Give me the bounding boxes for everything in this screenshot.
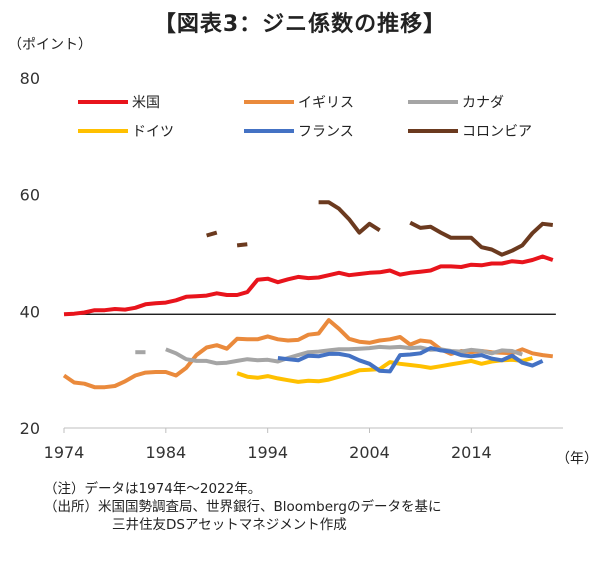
legend-label: 米国 <box>132 95 160 111</box>
x-axis-unit: （年） <box>556 451 598 467</box>
legend-label: イギリス <box>298 95 354 111</box>
note-line-3: 三井住友DSアセットマネジメント作成 <box>112 517 347 533</box>
series-line <box>206 230 218 238</box>
series-line <box>165 344 523 366</box>
legend-label: フランス <box>298 124 354 140</box>
series-line <box>236 356 533 384</box>
chart-notes: （注）データは1974年～2022年。 （出所）米国国勢調査局、世界銀行、Blo… <box>44 480 441 534</box>
chart-title: 【図表3：ジニ係数の推移】 <box>153 12 447 37</box>
series-lines <box>62 200 554 390</box>
series-line <box>236 242 248 248</box>
x-tick-label: 1994 <box>247 443 288 462</box>
series-line <box>63 254 554 317</box>
legend-item: フランス <box>244 124 354 140</box>
x-tick-label: 1984 <box>145 443 186 462</box>
y-tick-label: 80 <box>20 69 40 88</box>
axes: 20 40 60 80 1974 1984 1994 2004 2014 <box>20 69 563 462</box>
y-tick-label: 20 <box>20 419 40 438</box>
y-axis-unit: （ポイント） <box>8 37 92 53</box>
x-tick-label: 2004 <box>349 443 390 462</box>
legend-label: カナダ <box>462 95 504 111</box>
y-tick-label: 60 <box>20 186 40 205</box>
legend-item: ドイツ <box>78 124 174 140</box>
series-3 <box>236 356 533 384</box>
y-tick-label: 40 <box>20 302 40 321</box>
x-tick-label: 1974 <box>44 443 85 462</box>
series-5 <box>206 200 554 257</box>
series-2 <box>135 344 523 366</box>
legend-item: イギリス <box>244 95 354 111</box>
series-line <box>409 220 554 257</box>
note-line-2: （出所）米国国勢調査局、世界銀行、Bloombergのデータを基に <box>44 499 442 515</box>
series-0 <box>63 254 554 317</box>
series-4 <box>277 346 544 374</box>
legend-item: 米国 <box>78 95 160 111</box>
x-tick-label: 2014 <box>451 443 492 462</box>
series-line <box>62 318 554 390</box>
series-line <box>318 200 381 235</box>
legend-item: カナダ <box>408 95 504 111</box>
legend-item: コロンビア <box>408 124 532 140</box>
series-1 <box>62 318 554 390</box>
series-line <box>277 346 544 374</box>
legend-label: コロンビア <box>462 124 532 140</box>
note-line-1: （注）データは1974年～2022年。 <box>44 481 262 497</box>
legend-label: ドイツ <box>132 124 174 140</box>
